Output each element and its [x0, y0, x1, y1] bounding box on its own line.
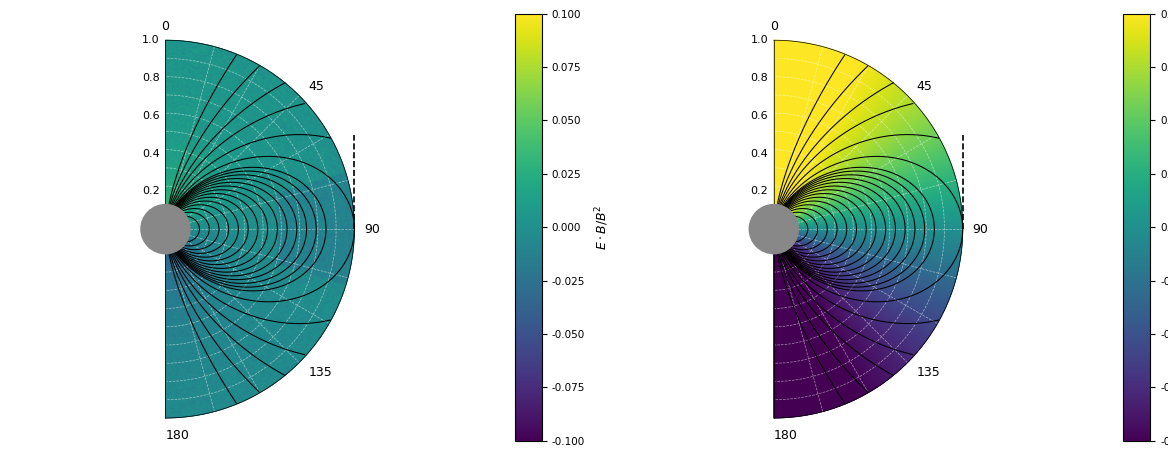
Text: 180: 180 [774, 429, 798, 442]
Text: 45: 45 [308, 80, 325, 93]
Text: 90: 90 [363, 223, 380, 235]
Text: 0.8: 0.8 [750, 73, 769, 83]
Text: 180: 180 [166, 429, 189, 442]
Text: 0.4: 0.4 [142, 149, 160, 158]
Text: 0.2: 0.2 [750, 186, 769, 196]
Circle shape [141, 205, 190, 254]
Text: 0.6: 0.6 [751, 111, 769, 121]
Text: 0: 0 [161, 20, 169, 33]
Text: 0.4: 0.4 [750, 149, 769, 158]
Text: 0.2: 0.2 [142, 186, 160, 196]
Text: 135: 135 [917, 365, 940, 379]
Text: 0: 0 [770, 20, 778, 33]
Text: 1.0: 1.0 [142, 35, 160, 45]
Text: 135: 135 [308, 365, 332, 379]
Text: 90: 90 [972, 223, 988, 235]
Text: 0.8: 0.8 [142, 73, 160, 83]
Circle shape [749, 205, 799, 254]
Text: 1.0: 1.0 [751, 35, 769, 45]
Text: 45: 45 [917, 80, 932, 93]
Text: 0.6: 0.6 [142, 111, 160, 121]
Y-axis label: $E \cdot B/B^2$: $E \cdot B/B^2$ [593, 204, 611, 250]
